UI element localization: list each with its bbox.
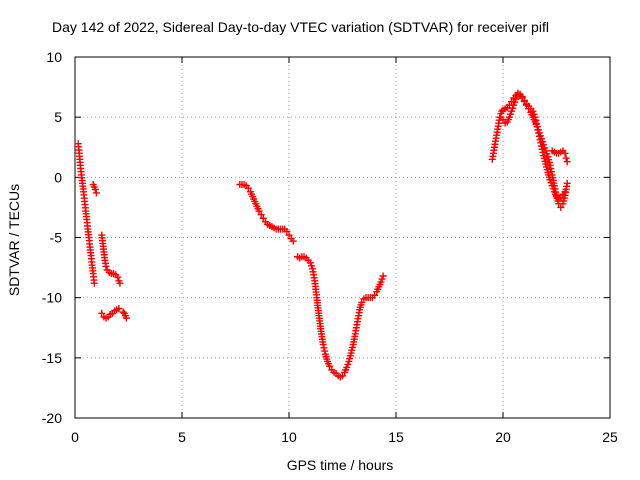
x-tick-label: 10: [281, 429, 297, 445]
data-point: [122, 314, 130, 322]
data-point: [255, 207, 263, 215]
data-point: [520, 96, 528, 104]
y-tick-label: 5: [54, 109, 62, 125]
data-point: [563, 158, 571, 166]
data-point: [92, 189, 100, 197]
data-point: [244, 184, 252, 192]
data-point: [285, 231, 293, 239]
data-point: [119, 308, 127, 316]
data-point: [98, 309, 106, 317]
data-point: [561, 149, 569, 157]
data-point: [538, 142, 546, 150]
data-point: [536, 136, 544, 144]
data-point: [379, 272, 387, 280]
data-point: [102, 262, 110, 270]
y-tick-label: 10: [46, 49, 62, 65]
x-tick-label: 15: [388, 429, 404, 445]
data-point: [534, 126, 542, 134]
data-point: [326, 362, 334, 370]
data-point: [283, 227, 291, 235]
data-point: [90, 279, 98, 287]
data-point: [563, 179, 571, 187]
y-axis-title: SDTVAR / TECUs: [6, 184, 22, 296]
data-point: [537, 139, 545, 147]
data-point: [114, 273, 122, 281]
tick-marks: [74, 56, 611, 419]
data-point: [91, 185, 99, 193]
data-point: [371, 291, 379, 299]
data-point: [557, 194, 565, 202]
y-tick-label: -15: [42, 350, 62, 366]
data-point: [535, 132, 543, 140]
data-point: [339, 372, 346, 380]
x-tick-label: 25: [602, 429, 618, 445]
data-point: [116, 279, 124, 287]
data-point: [535, 129, 543, 137]
x-tick-label: 0: [71, 429, 79, 445]
data-point: [358, 298, 366, 306]
data-point: [531, 113, 539, 121]
y-tick-label: 0: [54, 169, 62, 185]
data-points: [74, 89, 571, 381]
x-tick-label: 5: [178, 429, 186, 445]
x-axis-title: GPS time / hours: [287, 457, 394, 473]
data-point: [532, 116, 540, 124]
data-point: [538, 145, 546, 153]
data-point: [546, 161, 554, 169]
data-point: [533, 123, 541, 131]
data-point: [320, 344, 328, 352]
data-point: [557, 203, 565, 211]
data-point: [562, 154, 570, 162]
data-point: [259, 214, 267, 222]
data-point: [539, 148, 547, 156]
y-tick-label: -10: [42, 290, 62, 306]
y-tick-label: -5: [50, 230, 63, 246]
data-point: [115, 304, 123, 312]
y-tick-labels: -20 -15 -10 -5 0 5 10: [42, 49, 62, 426]
data-point: [257, 211, 265, 219]
data-point: [547, 165, 555, 173]
y-tick-label: -20: [42, 410, 62, 426]
chart-title: Day 142 of 2022, Sidereal Day-to-day VTE…: [52, 19, 549, 35]
data-point: [533, 120, 541, 128]
x-tick-labels: 0 5 10 15 20 25: [71, 429, 618, 445]
x-tick-label: 20: [495, 429, 511, 445]
data-point: [561, 188, 569, 196]
data-point: [289, 237, 297, 245]
data-point: [319, 341, 327, 349]
data-point: [518, 93, 526, 101]
data-point: [321, 347, 329, 355]
